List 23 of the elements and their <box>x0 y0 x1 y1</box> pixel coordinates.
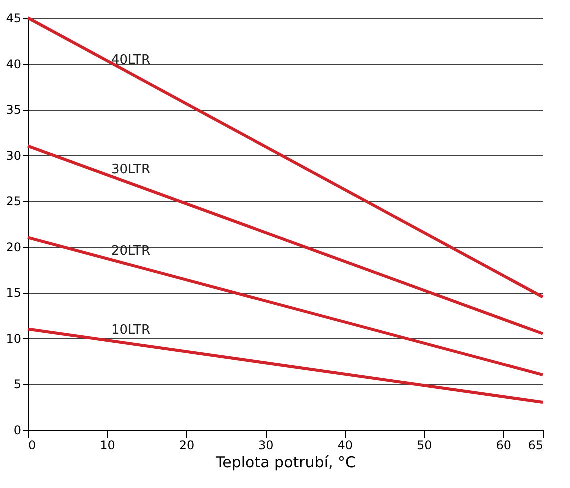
series-label: 40LTR <box>112 52 150 68</box>
x-tick-label: 50 <box>417 438 432 452</box>
x-tick-label: 0 <box>28 438 36 452</box>
y-tick-label: 10 <box>6 332 22 346</box>
series-label: 30LTR <box>112 162 150 178</box>
y-tick-label: 25 <box>6 194 22 209</box>
x-tick-label: 30 <box>258 438 274 452</box>
y-tick-label: 40 <box>6 57 22 72</box>
y-tick-label: 0 <box>14 424 22 438</box>
y-tick-label: 35 <box>6 103 22 118</box>
x-axis-title: Teplota potrubí, °C <box>214 454 356 472</box>
series-label: 20LTR <box>112 244 150 260</box>
y-tick-label: 45 <box>6 12 22 26</box>
y-tick-label: 15 <box>6 286 22 300</box>
x-tick-label: 60 <box>496 438 512 452</box>
x-tick-label: 40 <box>338 438 354 452</box>
series-label: 10LTR <box>112 322 150 338</box>
x-tick-label: 10 <box>100 438 116 452</box>
x-tick-label: 20 <box>179 438 195 452</box>
y-tick-label: 30 <box>6 148 22 163</box>
x-tick-label: 65 <box>528 438 544 452</box>
y-tick-label: 20 <box>6 240 22 254</box>
y-tick-label: 5 <box>14 378 22 392</box>
